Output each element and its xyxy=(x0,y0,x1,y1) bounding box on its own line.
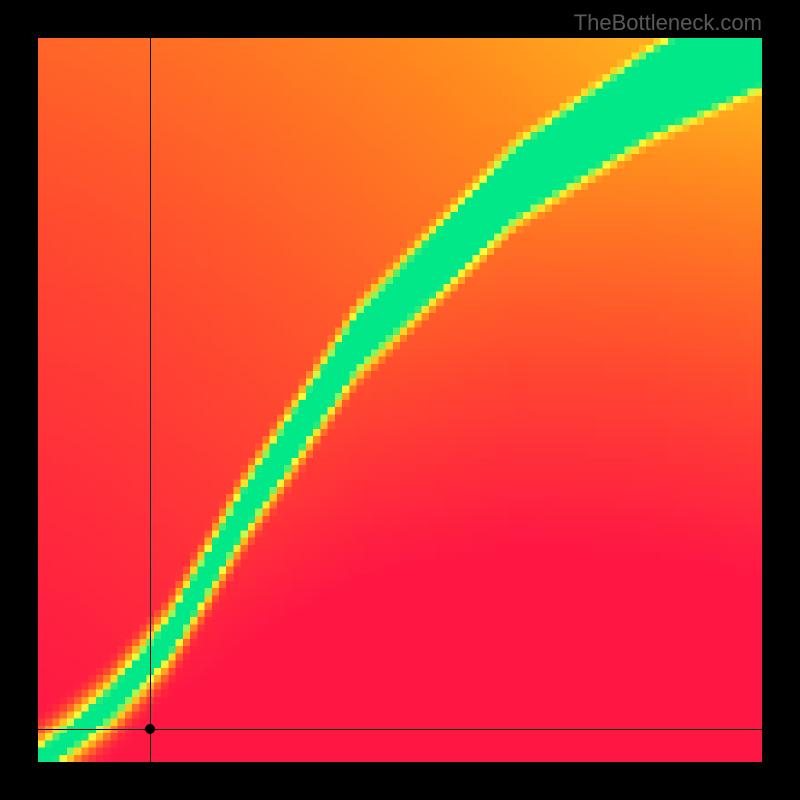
heatmap-plot xyxy=(38,38,762,762)
watermark-text: TheBottleneck.com xyxy=(574,10,762,36)
crosshair-vertical xyxy=(150,38,151,762)
crosshair-marker-dot xyxy=(145,724,155,734)
heatmap-canvas xyxy=(38,38,762,762)
